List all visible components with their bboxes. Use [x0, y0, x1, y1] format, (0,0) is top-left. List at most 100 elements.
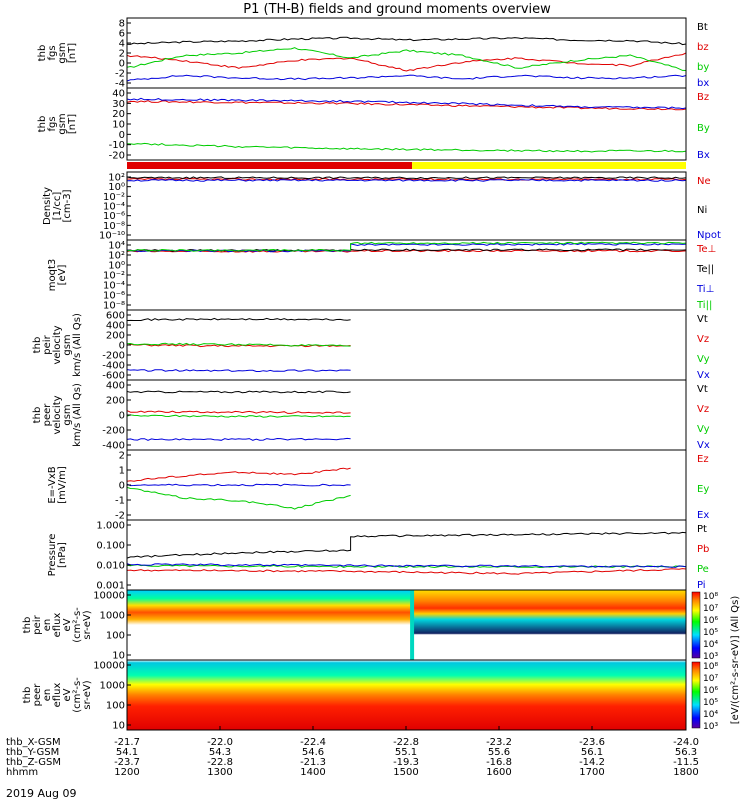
ephemeris-value: -14.2 [579, 757, 605, 768]
y-tick-label: 10 [112, 120, 125, 131]
panel-8: 1.000 0.100 0.010 0.001 Pressure [nPa] Pt Pb Pe P… [47, 519, 709, 592]
y-tick-label: 10⁴ [108, 241, 125, 252]
y-tick-label: 10 [112, 651, 125, 662]
y-axis-label: moqt3 [47, 259, 58, 292]
ephemeris-value: -22.0 [207, 737, 233, 748]
legend-entry: Bz [697, 92, 709, 103]
panel-6: 400 200 0 -200 -400 thb peer velocity gsm km/s (A… [32, 379, 710, 452]
y-axis-label: en [42, 619, 53, 632]
ephemeris-value: 1400 [300, 767, 325, 778]
date-label: 2019 Aug 09 [6, 787, 76, 800]
y-axis-label: [nT] [67, 114, 78, 134]
legend-entry: Vz [697, 334, 709, 345]
y-tick-label: 10 [112, 721, 125, 732]
series-line-blue [126, 74, 687, 82]
ephemeris-value: -19.3 [393, 757, 419, 768]
ephemeris-value: 1200 [114, 767, 139, 778]
colorbar-tick-label: 10³ [703, 722, 718, 732]
legend-entry: Npot [697, 230, 721, 241]
y-tick-label: 1000 [100, 611, 125, 622]
y-tick-label: 1 [119, 466, 125, 477]
ephemeris-value: -16.8 [486, 757, 512, 768]
mode-strip-yellow [412, 162, 686, 169]
ephemeris-value: -22.4 [300, 737, 326, 748]
y-tick-label: -200 [102, 351, 125, 362]
series-line-blue [126, 97, 687, 110]
colorbar-tick-label: 10⁸ [703, 662, 718, 672]
y-axis-label: km/s (All Qs) [72, 383, 83, 447]
ephemeris-value: -22.8 [207, 757, 233, 768]
legend-entry: Ni [697, 205, 707, 216]
series-line-red [126, 100, 687, 111]
y-tick-label: -200 [102, 426, 125, 437]
y-tick-label: 0 [119, 481, 125, 492]
panel-frame [126, 449, 687, 521]
y-tick-label: -2 [115, 69, 125, 80]
y-tick-label: 10⁻² [103, 192, 125, 203]
y-tick-label: 10⁻⁶ [103, 291, 125, 302]
ephemeris-row-label: thb_Y-GSM [6, 747, 59, 758]
panel-7: 2 1 0 -1 -2 E=-VxB [mV/m] Ez Ey Ex [47, 449, 709, 522]
series-line-blue [126, 369, 351, 372]
ephemeris-value: 1500 [393, 767, 418, 778]
series-line-green [126, 47, 687, 71]
colorbar-tick-label: 10⁷ [703, 604, 718, 614]
y-tick-label: 10² [108, 173, 125, 184]
legend-entry: Vt [697, 314, 708, 325]
ephemeris-value: -21.3 [300, 757, 326, 768]
y-axis-label: thb [37, 45, 48, 62]
series-line-black [126, 390, 351, 394]
y-axis-label: thb [37, 116, 48, 133]
y-axis-label: E=-VxB [47, 466, 58, 503]
y-tick-label: 4 [119, 39, 125, 50]
series-line-black [126, 36, 687, 46]
y-tick-label: 0 [119, 411, 125, 422]
colorbar-tick-label: 10⁶ [703, 686, 718, 696]
ephemeris-value: 1300 [207, 767, 232, 778]
legend-entry: Bt [697, 22, 708, 33]
spectrogram-ions-before [127, 590, 413, 660]
ephemeris-value: -23.2 [486, 737, 512, 748]
y-axis-label: gsm [57, 113, 68, 134]
y-tick-label: 10⁻⁴ [103, 202, 125, 213]
legend-entry: Pe [697, 564, 709, 575]
y-tick-label: 1000 [100, 681, 125, 692]
y-tick-label: 0.001 [96, 581, 125, 592]
y-tick-label: 0 [119, 341, 125, 352]
legend-entry: Vt [697, 384, 708, 395]
series-line-green [126, 342, 351, 347]
series-line-red [126, 410, 351, 414]
series-line-black [126, 176, 687, 180]
ephemeris-value: 1700 [579, 767, 604, 778]
ephemeris-value: -21.7 [114, 737, 140, 748]
ephemeris-value: -24.0 [673, 737, 699, 748]
series-line-blue [126, 242, 687, 253]
y-tick-label: 200 [106, 396, 125, 407]
y-axis-label: [eV] [57, 265, 68, 286]
y-tick-label: 200 [106, 331, 125, 342]
legend-entry: Pt [697, 524, 707, 535]
panel-10: 10000 1000 100 10 thb peer en eflux eV (cm²-s-sr-… [22, 659, 687, 732]
y-axis-label: (cm²-s- [72, 607, 83, 643]
panel-frame [126, 171, 687, 241]
y-tick-label: -1 [115, 496, 125, 507]
colorbar-tick-label: 10⁵ [703, 698, 718, 708]
y-tick-label: 20 [112, 109, 125, 120]
y-tick-label: 0.100 [96, 541, 125, 552]
y-tick-label: 10⁻² [103, 271, 125, 282]
y-tick-label: 0.010 [96, 561, 125, 572]
y-axis-label: gsm [62, 404, 73, 425]
y-tick-label: -20 [109, 151, 125, 162]
series-line-blue [126, 563, 687, 568]
y-axis-label: [nPa] [57, 542, 68, 568]
series-line-red [126, 568, 687, 575]
y-tick-label: 10⁰ [108, 182, 125, 193]
ephemeris-value: 54.1 [116, 747, 138, 758]
legend-entry: Te|| [696, 264, 714, 275]
y-tick-label: 6 [119, 29, 125, 40]
y-axis-label: eflux [52, 613, 63, 638]
y-axis-label: eflux [52, 683, 63, 708]
